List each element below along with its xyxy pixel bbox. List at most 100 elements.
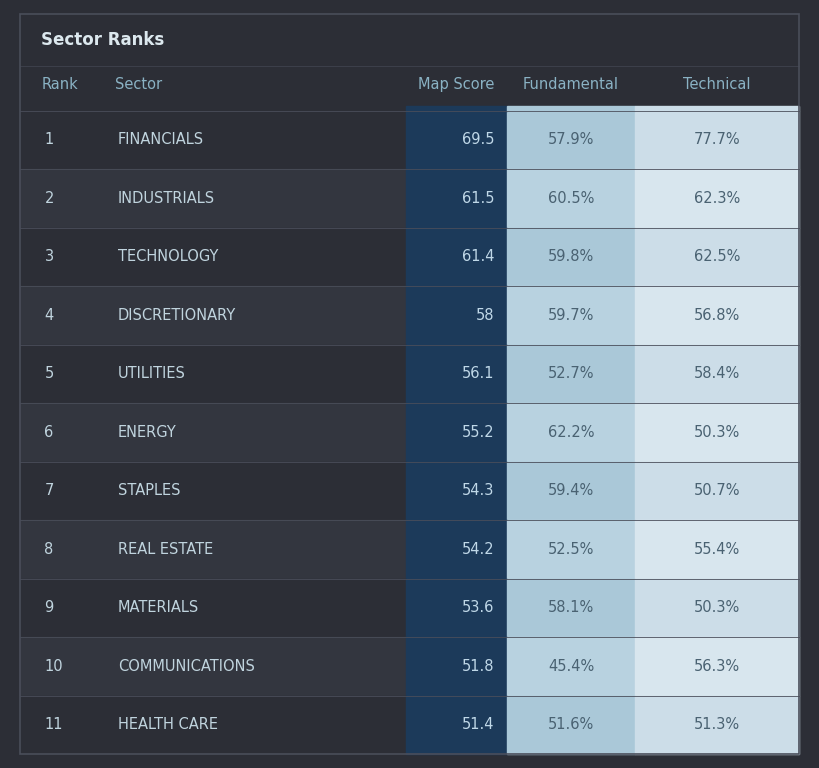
Text: 69.5: 69.5 (462, 132, 495, 147)
Text: STAPLES: STAPLES (118, 483, 180, 498)
Text: 61.5: 61.5 (462, 191, 495, 206)
Text: 62.5%: 62.5% (694, 250, 740, 264)
Text: 7: 7 (44, 483, 54, 498)
Bar (20, 696, 405, 754)
Bar (405, 227, 507, 286)
Bar (636, 345, 799, 403)
Text: 50.7%: 50.7% (694, 483, 740, 498)
Bar (20, 111, 405, 169)
Bar (405, 578, 507, 637)
Text: 51.4: 51.4 (462, 717, 495, 733)
Text: Rank: Rank (42, 78, 79, 92)
Bar (405, 345, 507, 403)
Bar (636, 286, 799, 345)
Bar (20, 14, 799, 66)
Bar (405, 169, 507, 227)
Bar (20, 403, 405, 462)
Bar (20, 66, 799, 111)
Text: Sector: Sector (115, 78, 162, 92)
Text: UTILITIES: UTILITIES (118, 366, 186, 382)
Text: 57.9%: 57.9% (548, 132, 594, 147)
Text: 6: 6 (44, 425, 54, 440)
Text: 45.4%: 45.4% (548, 659, 594, 674)
Text: 3: 3 (44, 250, 53, 264)
Text: 56.8%: 56.8% (694, 308, 740, 323)
Text: ENERGY: ENERGY (118, 425, 177, 440)
Text: 59.8%: 59.8% (548, 250, 594, 264)
Text: DISCRETIONARY: DISCRETIONARY (118, 308, 237, 323)
Bar (20, 286, 405, 345)
Bar (636, 520, 799, 578)
Bar (20, 462, 405, 520)
Text: 61.4: 61.4 (462, 250, 495, 264)
Bar (20, 169, 405, 227)
Text: 54.2: 54.2 (462, 542, 495, 557)
Bar (20, 637, 405, 696)
Bar (405, 403, 507, 462)
Text: INDUSTRIALS: INDUSTRIALS (118, 191, 215, 206)
Bar (636, 403, 799, 462)
Text: MATERIALS: MATERIALS (118, 601, 199, 615)
Text: 2: 2 (44, 191, 54, 206)
Text: 58.4%: 58.4% (694, 366, 740, 382)
Bar (636, 169, 799, 227)
Text: 59.4%: 59.4% (548, 483, 594, 498)
Bar (507, 403, 636, 462)
Text: 77.7%: 77.7% (694, 132, 740, 147)
Text: 58: 58 (476, 308, 495, 323)
Bar (405, 106, 507, 111)
Text: 11: 11 (44, 717, 63, 733)
Bar (507, 578, 636, 637)
Bar (636, 106, 799, 111)
Bar (507, 520, 636, 578)
Bar (507, 286, 636, 345)
Text: HEALTH CARE: HEALTH CARE (118, 717, 218, 733)
Bar (507, 462, 636, 520)
Text: 50.3%: 50.3% (694, 601, 740, 615)
Bar (405, 111, 507, 169)
Bar (20, 345, 405, 403)
Bar (20, 520, 405, 578)
Text: 59.7%: 59.7% (548, 308, 594, 323)
Bar (405, 696, 507, 754)
Bar (636, 227, 799, 286)
Text: Fundamental: Fundamental (523, 78, 619, 92)
Text: COMMUNICATIONS: COMMUNICATIONS (118, 659, 255, 674)
Text: 60.5%: 60.5% (548, 191, 594, 206)
Text: Sector Ranks: Sector Ranks (41, 31, 164, 49)
Text: 53.6: 53.6 (462, 601, 495, 615)
Bar (507, 345, 636, 403)
Text: 54.3: 54.3 (462, 483, 495, 498)
Text: 52.5%: 52.5% (548, 542, 594, 557)
Bar (405, 520, 507, 578)
Bar (507, 169, 636, 227)
Text: Map Score: Map Score (419, 78, 495, 92)
Text: 51.6%: 51.6% (548, 717, 594, 733)
Text: REAL ESTATE: REAL ESTATE (118, 542, 213, 557)
Text: 62.2%: 62.2% (548, 425, 595, 440)
Text: 8: 8 (44, 542, 54, 557)
Text: 52.7%: 52.7% (548, 366, 595, 382)
Bar (405, 637, 507, 696)
Bar (507, 227, 636, 286)
Text: 58.1%: 58.1% (548, 601, 594, 615)
Text: Technical: Technical (683, 78, 750, 92)
Text: 62.3%: 62.3% (694, 191, 740, 206)
Text: 55.2: 55.2 (462, 425, 495, 440)
Text: 5: 5 (44, 366, 54, 382)
Bar (636, 578, 799, 637)
Bar (636, 637, 799, 696)
Bar (636, 462, 799, 520)
Bar (20, 578, 405, 637)
Text: FINANCIALS: FINANCIALS (118, 132, 204, 147)
Bar (636, 111, 799, 169)
Bar (405, 462, 507, 520)
Bar (405, 286, 507, 345)
Text: 4: 4 (44, 308, 54, 323)
Bar (507, 637, 636, 696)
Text: 56.1: 56.1 (462, 366, 495, 382)
Bar (507, 696, 636, 754)
Text: 55.4%: 55.4% (694, 542, 740, 557)
Text: 56.3%: 56.3% (694, 659, 740, 674)
Text: 9: 9 (44, 601, 54, 615)
